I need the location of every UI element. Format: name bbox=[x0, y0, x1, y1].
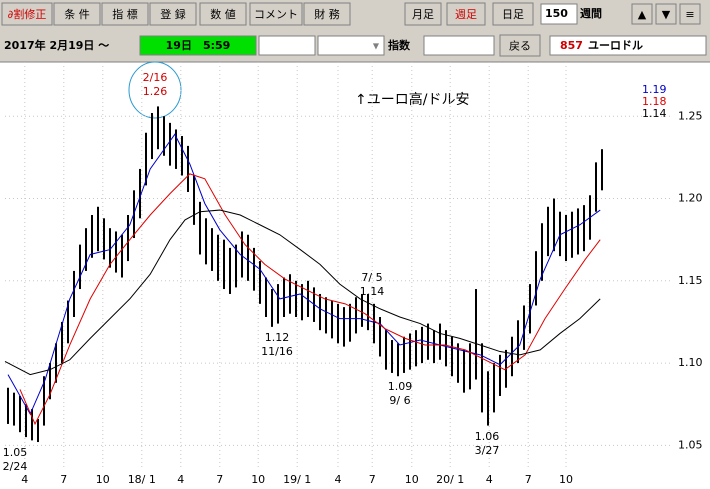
y-tick-label: 1.10 bbox=[678, 356, 703, 369]
unit: 週間 bbox=[580, 6, 602, 20]
x-tick-label: 10 bbox=[405, 473, 419, 486]
period-button-label[interactable]: 日足 bbox=[502, 8, 524, 21]
tool-button[interactable] bbox=[249, 2, 303, 26]
date: 2017年 2月19日 ～ bbox=[4, 38, 109, 52]
name: ユーロドル bbox=[588, 39, 643, 52]
moving-average bbox=[4, 209, 601, 376]
arrow-button-label[interactable]: ▼ bbox=[662, 8, 671, 21]
x-tick-label: 10 bbox=[559, 473, 573, 486]
tool-button-label[interactable]: コメント bbox=[254, 8, 298, 21]
field[interactable] bbox=[423, 35, 495, 56]
x-tick-label: 4 bbox=[486, 473, 493, 486]
annotation-date: 7/ 5 bbox=[361, 271, 382, 284]
annotation-date: 2/24 bbox=[3, 460, 28, 473]
x-tick-label: 4 bbox=[335, 473, 342, 486]
x-tick-label: 7 bbox=[525, 473, 532, 486]
tool-button[interactable] bbox=[1, 2, 53, 26]
tool-button[interactable] bbox=[101, 2, 149, 26]
arrow-button[interactable] bbox=[655, 3, 677, 25]
index-label: 指数 bbox=[388, 38, 411, 52]
x-tick-label: 7 bbox=[216, 473, 223, 486]
x-tick-label: 19/ 1 bbox=[283, 473, 311, 486]
moving-average bbox=[7, 133, 601, 416]
arrow-button[interactable] bbox=[679, 3, 701, 25]
x-tick-label: 4 bbox=[21, 473, 28, 486]
annotation-date: 9/ 6 bbox=[389, 394, 410, 407]
tool-button[interactable] bbox=[303, 2, 351, 26]
name-box bbox=[549, 35, 707, 56]
period-button-label[interactable]: 月足 bbox=[412, 8, 434, 21]
legend-value: 1.18 bbox=[642, 95, 667, 108]
tool-button-label[interactable]: 登 録 bbox=[160, 7, 186, 21]
legend-value: 1.19 bbox=[642, 83, 667, 96]
time: 19日 5:59 bbox=[166, 39, 231, 52]
tool-button-label[interactable]: 財 務 bbox=[314, 7, 340, 21]
x-tick-label: 10 bbox=[251, 473, 265, 486]
annotation-value: 1.14 bbox=[360, 285, 385, 298]
annotation-date: 11/16 bbox=[261, 345, 293, 358]
x-tick-label: 20/ 1 bbox=[436, 473, 464, 486]
legend-value: 1.14 bbox=[642, 107, 667, 120]
annotation-value: 1.26 bbox=[143, 85, 168, 98]
annotation-date: 3/27 bbox=[475, 444, 500, 457]
annotation-value: 1.05 bbox=[3, 446, 28, 459]
annotation-value: 1.12 bbox=[265, 331, 290, 344]
period-button[interactable] bbox=[446, 2, 486, 26]
y-tick-label: 1.15 bbox=[678, 274, 703, 287]
tool-button-label[interactable]: 条 件 bbox=[64, 7, 90, 21]
time-box bbox=[139, 35, 257, 56]
chart-bg bbox=[0, 62, 710, 489]
arrow-button-label[interactable]: ≡ bbox=[685, 8, 694, 21]
x-tick-label: 18/ 1 bbox=[128, 473, 156, 486]
field[interactable] bbox=[258, 35, 316, 56]
chart-note: ↑ユーロ高/ドル安 bbox=[355, 91, 469, 108]
count-select[interactable] bbox=[540, 3, 578, 25]
tool-button-label[interactable]: 数 値 bbox=[210, 8, 236, 21]
x-tick-label: 4 bbox=[177, 473, 184, 486]
code: 857 bbox=[560, 39, 583, 52]
annotation-value: 1.09 bbox=[388, 380, 413, 393]
x-tick-label: 7 bbox=[60, 473, 67, 486]
y-tick-label: 1.20 bbox=[678, 192, 703, 205]
arrow-button-label[interactable]: ▲ bbox=[638, 8, 647, 21]
tool-button-label[interactable]: 指 標 bbox=[112, 7, 138, 21]
y-tick-label: 1.05 bbox=[678, 438, 703, 451]
tool-button[interactable] bbox=[199, 2, 247, 26]
x-tick-label: 7 bbox=[369, 473, 376, 486]
dropdown-arrow: ▼ bbox=[373, 42, 380, 51]
back-button[interactable] bbox=[499, 34, 541, 57]
x-tick-label: 10 bbox=[96, 473, 110, 486]
period-button[interactable] bbox=[492, 2, 534, 26]
count: 150 bbox=[545, 7, 568, 20]
tool-button[interactable] bbox=[149, 2, 197, 26]
period-button[interactable] bbox=[404, 2, 442, 26]
back-button-label[interactable]: 戻る bbox=[509, 40, 531, 53]
annotation-date: 2/16 bbox=[143, 71, 168, 84]
moving-average bbox=[19, 173, 601, 426]
y-tick-label: 1.25 bbox=[678, 109, 703, 122]
dropdown[interactable] bbox=[317, 35, 385, 56]
tool-button-label[interactable]: ∂割修正 bbox=[8, 7, 47, 21]
period-button-label[interactable]: 週足 bbox=[455, 8, 477, 21]
arrow-button[interactable] bbox=[631, 3, 653, 25]
tool-button[interactable] bbox=[53, 2, 101, 26]
annotation-value: 1.06 bbox=[475, 430, 500, 443]
